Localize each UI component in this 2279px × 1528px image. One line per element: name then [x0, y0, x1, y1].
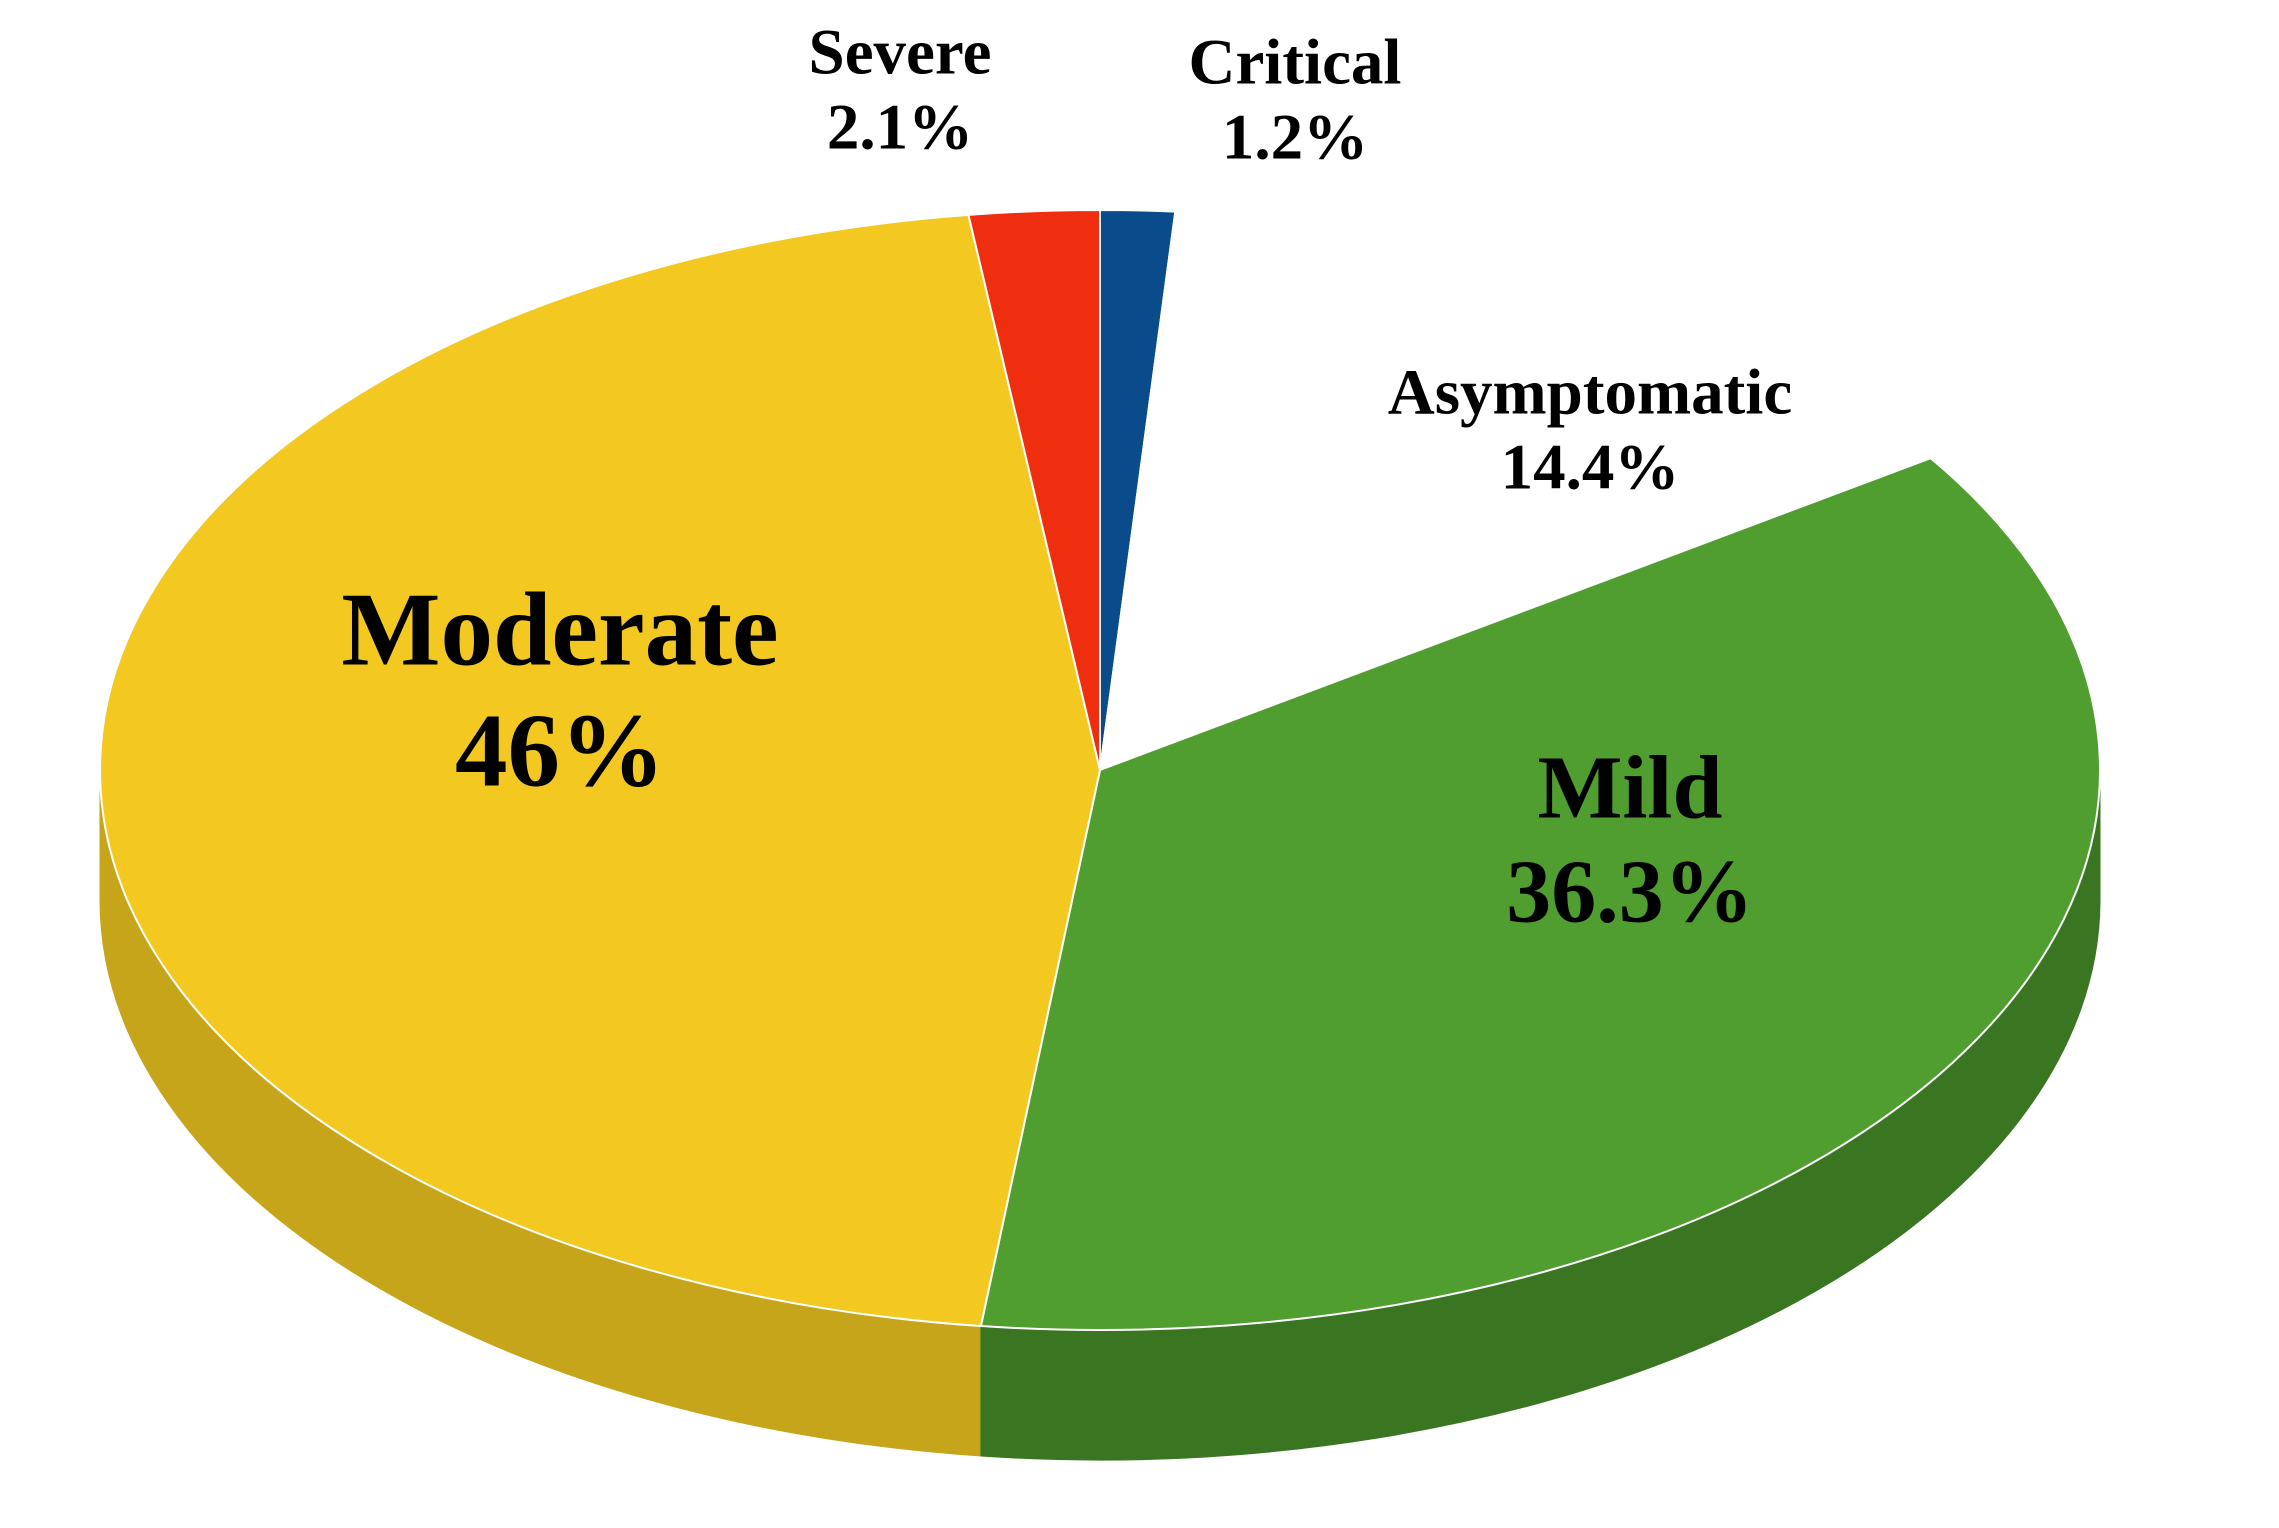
pie-chart-3d: Critical1.2% Asymptomatic14.4% Mild36.3% Mo… — [0, 0, 2279, 1528]
pie-label-percent: 36.3% — [1506, 840, 1754, 944]
pie-label-name: Critical — [1189, 25, 1402, 100]
pie-label-mild: Mild36.3% — [1506, 737, 1754, 944]
pie-label-name: Mild — [1506, 737, 1754, 841]
pie-label-percent: 14.4% — [1388, 430, 1792, 505]
pie-label-name: Severe — [809, 15, 992, 90]
pie-label-critical: Critical1.2% — [1189, 25, 1402, 175]
pie-label-name: Moderate — [341, 569, 778, 690]
pie-label-name: Asymptomatic — [1388, 355, 1792, 430]
pie-label-severe: Severe2.1% — [809, 15, 992, 165]
pie-label-moderate: Moderate46% — [341, 569, 778, 811]
pie-label-percent: 2.1% — [809, 90, 992, 165]
pie-label-asymptomatic: Asymptomatic14.4% — [1388, 355, 1792, 505]
pie-label-percent: 46% — [341, 690, 778, 811]
pie-label-percent: 1.2% — [1189, 100, 1402, 175]
